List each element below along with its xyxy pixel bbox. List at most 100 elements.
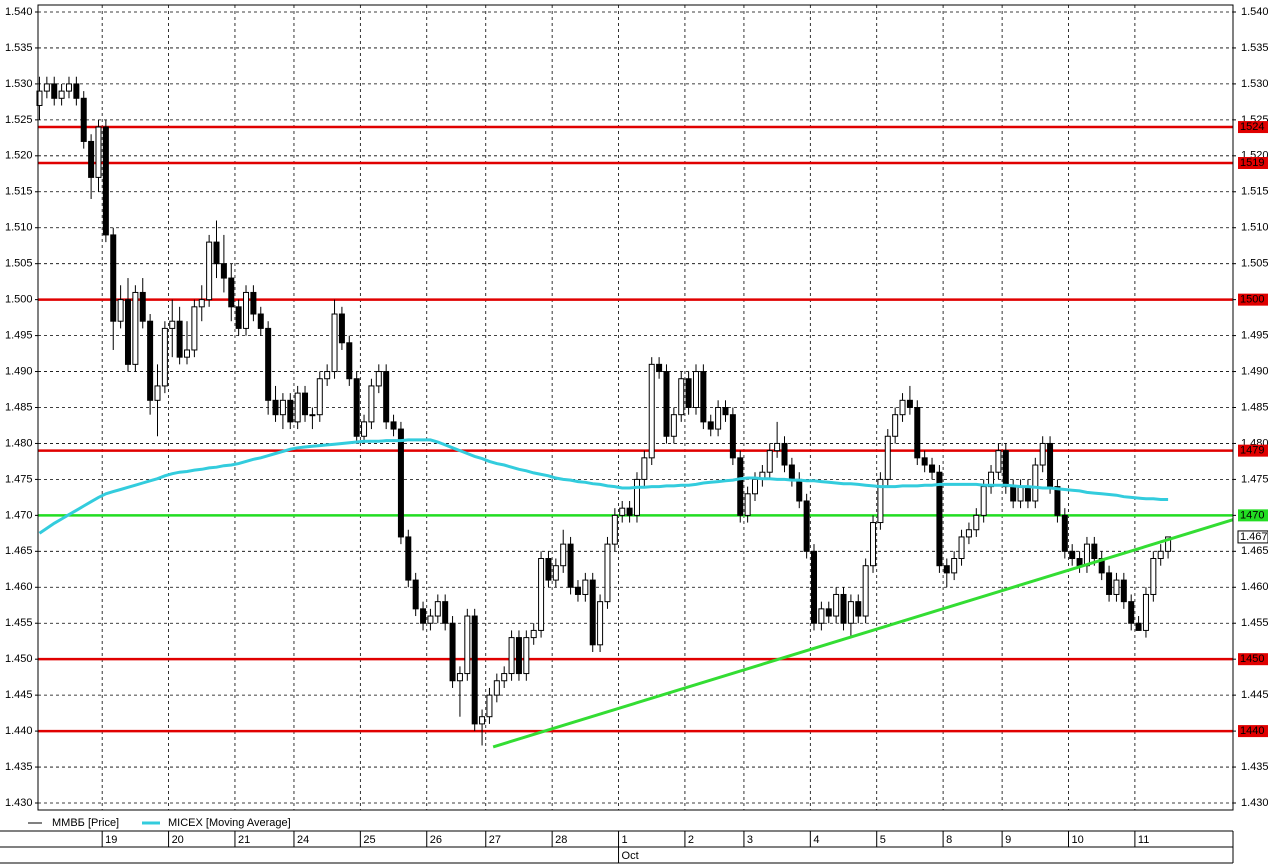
candle-body bbox=[884, 435, 891, 480]
candle-body bbox=[840, 593, 847, 624]
candle-body bbox=[184, 349, 191, 358]
x-tick-label: 24 bbox=[297, 834, 309, 846]
y-tick-label: 1.510 bbox=[1241, 222, 1268, 234]
candle-body bbox=[154, 385, 161, 401]
y-tick-label: 1.530 bbox=[1241, 78, 1268, 90]
y-tick-label: 1.515 bbox=[1241, 186, 1268, 198]
candle-body bbox=[951, 558, 958, 574]
candle-body bbox=[604, 543, 611, 603]
candle-body bbox=[375, 371, 382, 387]
candle-body bbox=[1113, 579, 1120, 595]
candle-body bbox=[147, 320, 154, 401]
level-badge bbox=[1238, 444, 1268, 457]
candle-body bbox=[833, 593, 840, 617]
candle-body bbox=[36, 90, 43, 106]
candle-body bbox=[847, 601, 854, 624]
level-label: 1500 bbox=[1240, 294, 1264, 306]
candle-body bbox=[139, 291, 146, 322]
candle-body bbox=[965, 529, 972, 538]
candle-body bbox=[508, 637, 515, 675]
candle-body bbox=[752, 478, 758, 495]
last-price-box bbox=[1237, 530, 1268, 544]
candle-body bbox=[294, 392, 301, 423]
y-tick-label: 1.535 bbox=[5, 42, 33, 54]
candle-body bbox=[545, 558, 552, 581]
y-tick-label: 1.430 bbox=[5, 797, 33, 809]
candle-body bbox=[501, 673, 508, 682]
candle-body bbox=[958, 536, 965, 560]
candle-body bbox=[515, 637, 522, 675]
candle-body bbox=[648, 363, 655, 459]
candle-body bbox=[1135, 622, 1142, 631]
candle-body bbox=[405, 536, 412, 581]
grid bbox=[38, 5, 1233, 810]
y-tick-label: 1.505 bbox=[1241, 258, 1268, 270]
candle-body bbox=[51, 83, 58, 99]
candle-body bbox=[1157, 550, 1164, 560]
candle-body bbox=[788, 464, 795, 480]
candle-body bbox=[132, 291, 139, 365]
month-label: Oct bbox=[622, 850, 639, 862]
x-tick-label: 9 bbox=[1005, 834, 1011, 846]
candle-body bbox=[493, 680, 500, 696]
candle-body bbox=[692, 371, 699, 408]
candle-body bbox=[420, 608, 427, 624]
candle-body bbox=[434, 601, 441, 617]
y-tick-label: 1.510 bbox=[5, 222, 33, 234]
level-label: 1479 bbox=[1240, 445, 1264, 457]
y-tick-label: 1.525 bbox=[5, 114, 33, 126]
y-tick-label: 1.460 bbox=[1241, 581, 1268, 593]
x-tick-label: 21 bbox=[238, 834, 250, 846]
x-tick-label: 4 bbox=[813, 834, 819, 846]
y-tick-label: 1.485 bbox=[1241, 401, 1268, 413]
candle-body bbox=[390, 421, 397, 430]
candle-body bbox=[1076, 558, 1083, 567]
moving-average bbox=[38, 438, 1169, 535]
candle-body bbox=[1054, 486, 1061, 516]
candle-body bbox=[663, 371, 670, 437]
y-tick-label: 1.475 bbox=[1241, 473, 1268, 485]
candle-body bbox=[1142, 593, 1149, 631]
trendline bbox=[492, 518, 1234, 749]
candle-body bbox=[486, 694, 493, 718]
candle-body bbox=[124, 299, 131, 365]
candle-body bbox=[272, 399, 279, 416]
candle-body bbox=[855, 601, 862, 617]
level-label: 1524 bbox=[1240, 121, 1264, 133]
y-tick-label: 1.500 bbox=[5, 294, 33, 306]
y-tick-label: 1.475 bbox=[5, 473, 33, 485]
candle-body bbox=[309, 414, 316, 417]
y-tick-label: 1.455 bbox=[5, 617, 33, 629]
candle-body bbox=[803, 500, 810, 552]
level-badge bbox=[1238, 157, 1268, 170]
candle-body bbox=[892, 414, 899, 437]
last-price-label: 1.467 bbox=[1240, 531, 1268, 543]
candle-body bbox=[715, 407, 722, 430]
level-label: 1450 bbox=[1240, 653, 1264, 665]
candle-body bbox=[1002, 450, 1009, 488]
candle-body bbox=[316, 378, 323, 416]
y-tick-label: 1.515 bbox=[5, 186, 33, 198]
level-label: 1470 bbox=[1240, 509, 1264, 521]
x-tick-label: 28 bbox=[555, 834, 567, 846]
x-tick-label: 26 bbox=[430, 834, 442, 846]
candle-body bbox=[929, 464, 936, 473]
candle-body bbox=[265, 327, 272, 401]
candle-body bbox=[700, 371, 707, 423]
candle-body bbox=[914, 407, 921, 459]
candle-body bbox=[1017, 486, 1024, 502]
x-tick-label: 5 bbox=[880, 834, 886, 846]
candle-body bbox=[110, 234, 117, 322]
y-tick-label: 1.440 bbox=[5, 725, 33, 737]
candle-body bbox=[707, 421, 714, 430]
legend-label: MICEX [Moving Average] bbox=[168, 817, 291, 829]
candle-body bbox=[58, 90, 65, 99]
candle-body bbox=[1165, 536, 1172, 552]
candle-body bbox=[781, 442, 788, 466]
candle-body bbox=[973, 514, 980, 531]
candle-body bbox=[567, 543, 574, 588]
candle-body bbox=[479, 716, 486, 725]
candle-body bbox=[243, 291, 250, 329]
x-tick-label: 2 bbox=[688, 834, 694, 846]
